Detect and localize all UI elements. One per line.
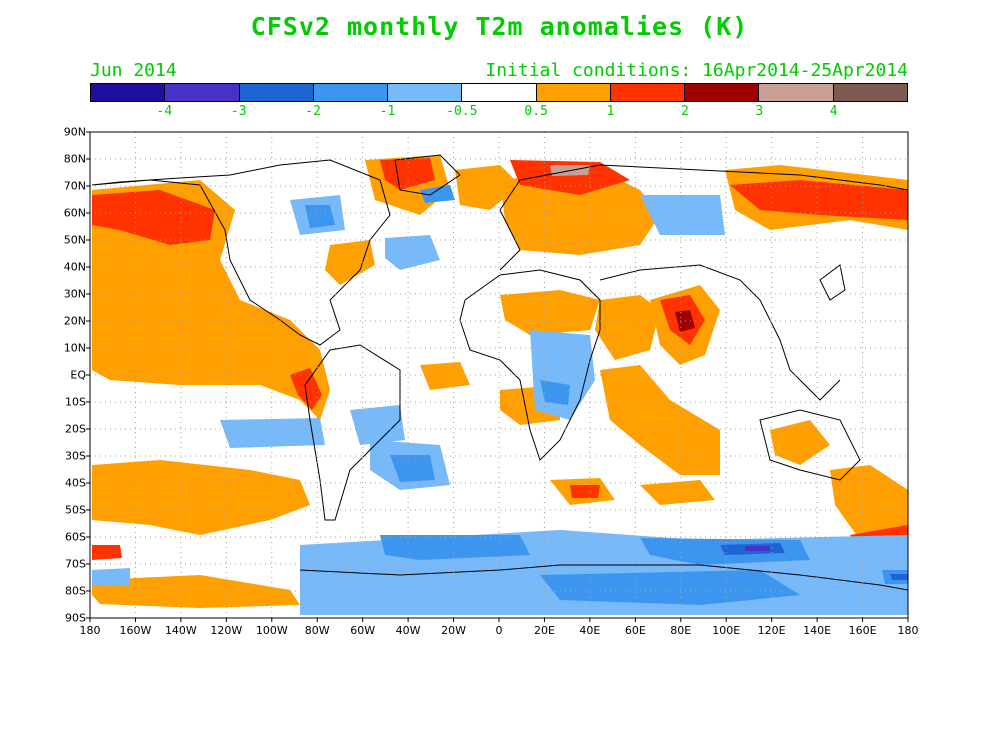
- extreme-cold-anomaly-regions: [745, 546, 770, 551]
- latitude-label: 50S: [65, 503, 86, 517]
- colorbar-swatch: [91, 84, 166, 101]
- longitude-label: 40W: [395, 624, 421, 637]
- latitude-label: 30N: [63, 287, 86, 301]
- longitude-label: 0: [495, 624, 503, 637]
- longitude-label: 100W: [255, 624, 288, 637]
- longitude-label: 80W: [304, 624, 330, 637]
- colorbar-swatch: [462, 84, 537, 101]
- initial-conditions: Initial conditions: 16Apr2014-25Apr2014: [485, 60, 908, 81]
- longitude-label: 80E: [670, 624, 692, 637]
- map-title: CFSv2 monthly T2m anomalies (K): [250, 12, 749, 41]
- latitude-label: 70N: [63, 179, 86, 193]
- longitude-label: 20E: [533, 624, 555, 637]
- latitude-label: 40S: [65, 476, 86, 490]
- longitude-label: 140W: [164, 624, 197, 637]
- colorbar-swatch: [759, 84, 834, 101]
- colorbar-swatch: [239, 84, 314, 101]
- latitude-label: EQ: [70, 368, 86, 382]
- forecast-month: Jun 2014: [90, 60, 177, 81]
- longitude-label: 120E: [757, 624, 786, 637]
- longitude-label: 180: [79, 624, 101, 637]
- anomaly-fields: [92, 155, 908, 615]
- latitude-label: 40N: [63, 260, 86, 274]
- colorbar-swatch: [610, 84, 686, 101]
- colorbar-label: -0.5: [446, 104, 478, 119]
- latitude-label: 50N: [63, 233, 86, 247]
- colorbar-label: -1: [379, 104, 396, 119]
- latitude-label: 60S: [65, 530, 86, 544]
- longitude-label: 120W: [210, 624, 243, 637]
- latitude-label: 80N: [63, 152, 86, 166]
- latitude-label: 20S: [65, 422, 86, 436]
- longitude-label: 60E: [624, 624, 646, 637]
- latitude-label: 10S: [65, 395, 86, 409]
- graticule: [90, 132, 908, 618]
- colorbar-label: 2: [680, 104, 689, 119]
- colorbar-swatch: [685, 84, 760, 101]
- latitude-label: 60N: [63, 206, 86, 220]
- longitude-label: 180: [897, 624, 919, 637]
- longitude-label: 20W: [441, 624, 466, 637]
- latitude-label: 20N: [63, 314, 86, 328]
- colorbar-label: 3: [755, 104, 764, 119]
- axis-ticks: [86, 131, 909, 622]
- colorbar-label: 0.5: [524, 104, 548, 119]
- latitude-label: 30S: [65, 449, 86, 463]
- colorbar-swatch: [536, 84, 611, 101]
- latitude-label: 90N: [63, 125, 86, 139]
- colorbar: [90, 83, 908, 102]
- coastlines: [91, 154, 909, 591]
- colorbar-label: -2: [305, 104, 321, 119]
- colorbar-label: -3: [230, 104, 247, 119]
- colorbar-swatch: [165, 84, 240, 101]
- colorbar-swatch: [313, 84, 389, 101]
- colorbar-swatch: [833, 84, 907, 101]
- longitude-label: 160W: [119, 624, 152, 637]
- latitude-label: 10N: [63, 341, 86, 355]
- colorbar-label: 1: [606, 104, 615, 119]
- longitude-label: 100E: [712, 624, 741, 637]
- colorbar-label: -4: [156, 104, 173, 119]
- longitude-label: 140E: [803, 624, 832, 637]
- colorbar-swatch: [388, 84, 463, 101]
- latitude-label: 80S: [65, 584, 86, 598]
- latitude-label: 90S: [65, 611, 86, 625]
- longitude-label: 160E: [848, 624, 877, 637]
- longitude-label: 60W: [350, 624, 376, 637]
- latitude-label: 70S: [65, 557, 86, 571]
- longitude-label: 40E: [579, 624, 601, 637]
- colorbar-label: 4: [829, 104, 838, 119]
